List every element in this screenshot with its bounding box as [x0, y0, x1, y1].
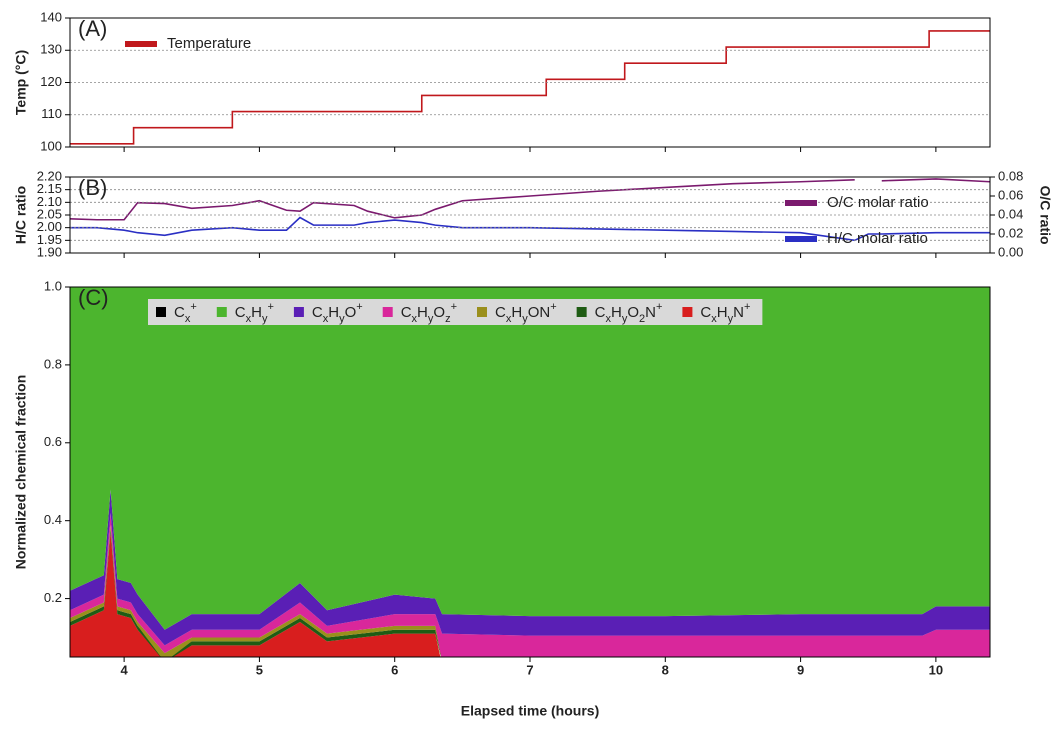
x-tick-label: 7: [526, 662, 533, 677]
y2-tick-label: 0.06: [998, 187, 1023, 202]
y-tick-label: 0.2: [44, 590, 62, 605]
legend-swatch: [156, 307, 166, 317]
panel-label: (C): [78, 285, 109, 310]
legend-swatch: [577, 307, 587, 317]
legend-label: O/C molar ratio: [827, 194, 929, 211]
y-tick-label: 1.0: [44, 278, 62, 293]
y2-tick-label: 0.08: [998, 168, 1023, 183]
y-axis-title: Temp (°C): [13, 50, 29, 115]
x-axis-title: Elapsed time (hours): [461, 703, 599, 719]
legend-swatch: [294, 307, 304, 317]
x-tick-label: 4: [121, 662, 129, 677]
y-tick-label: 130: [40, 42, 62, 57]
y-tick-label: 100: [40, 138, 62, 153]
legend-label: Temperature: [167, 35, 251, 52]
y-axis-title: H/C ratio: [13, 186, 29, 244]
y-tick-label: 0.4: [44, 512, 62, 527]
data-line: [882, 179, 990, 182]
x-tick-label: 5: [256, 662, 263, 677]
legend-swatch: [217, 307, 227, 317]
x-tick-label: 10: [929, 662, 943, 677]
x-tick-label: 6: [391, 662, 398, 677]
y-tick-label: 2.20: [37, 168, 62, 183]
panel: [70, 287, 990, 667]
stacked-area: [70, 287, 990, 629]
y2-tick-label: 0.00: [998, 244, 1023, 259]
y-tick-label: 110: [41, 106, 62, 121]
panel-label: (B): [78, 175, 107, 200]
y2-tick-label: 0.02: [998, 225, 1023, 240]
legend-label: H/C molar ratio: [827, 230, 928, 247]
y-tick-label: 140: [40, 9, 62, 24]
panel-label: (A): [78, 16, 107, 41]
y2-tick-label: 0.04: [998, 206, 1023, 221]
y-tick-label: 0.8: [44, 356, 62, 371]
x-tick-label: 9: [797, 662, 804, 677]
legend-swatch: [682, 307, 692, 317]
x-tick-label: 8: [662, 662, 669, 677]
y-tick-label: 120: [40, 74, 62, 89]
legend-swatch: [383, 307, 393, 317]
y-axis-title: Normalized chemical fraction: [13, 375, 29, 570]
legend-swatch: [477, 307, 487, 317]
data-line: [70, 180, 855, 220]
y2-axis-title: O/C ratio: [1037, 185, 1053, 244]
y-tick-label: 0.6: [44, 434, 62, 449]
